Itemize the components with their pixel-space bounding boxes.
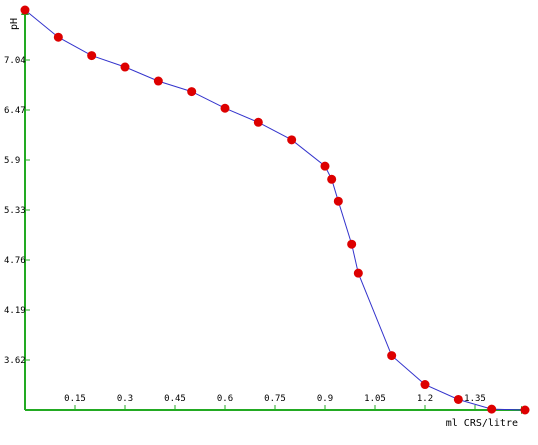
x-tick-label: 1.35 xyxy=(464,394,486,404)
x-tick-label: 0.15 xyxy=(64,394,86,404)
data-point xyxy=(220,103,230,113)
axes xyxy=(21,6,530,414)
data-point xyxy=(353,268,363,278)
data-point xyxy=(420,380,430,390)
data-point xyxy=(120,62,130,72)
y-tick-label: 3.62 xyxy=(4,356,26,366)
y-tick-label: 6.47 xyxy=(4,106,26,116)
series-line xyxy=(24,9,526,411)
data-point xyxy=(187,87,197,97)
x-tick-label: 1.05 xyxy=(364,394,386,404)
x-tick-label: 0.75 xyxy=(264,394,286,404)
y-tick-label: 4.19 xyxy=(4,306,26,316)
data-point xyxy=(347,239,357,249)
x-tick-label: 1.2 xyxy=(417,394,433,404)
data-point xyxy=(287,135,297,145)
data-point xyxy=(153,76,163,86)
x-tick-label: 0.9 xyxy=(317,394,333,404)
data-point xyxy=(20,5,30,15)
data-point xyxy=(333,196,343,206)
data-point xyxy=(53,32,63,42)
data-point xyxy=(327,174,337,184)
data-series xyxy=(20,5,530,415)
data-point xyxy=(253,117,263,127)
data-point xyxy=(320,161,330,171)
x-axis-title: ml CRS/litre xyxy=(446,418,518,429)
y-tick-label: 5.33 xyxy=(4,206,26,216)
data-point xyxy=(487,404,497,414)
x-tick-label: 0.45 xyxy=(164,394,186,404)
data-point xyxy=(520,405,530,415)
x-ticks: 0.15 0.3 0.45 0.6 0.75 0.9 1.05 1.2 1.35 xyxy=(64,394,486,410)
data-point xyxy=(387,351,397,361)
y-tick-label: 4.76 xyxy=(4,256,26,266)
y-ticks: 7.04 6.47 5.9 5.33 4.76 4.19 3.62 xyxy=(4,56,30,366)
y-axis-title: pH xyxy=(9,18,20,30)
x-tick-label: 0.6 xyxy=(217,394,233,404)
y-tick-label: 7.04 xyxy=(4,56,26,66)
y-tick-label: 5.9 xyxy=(4,156,20,166)
data-point xyxy=(453,394,463,404)
data-point xyxy=(87,51,97,61)
x-tick-label: 0.3 xyxy=(117,394,133,404)
